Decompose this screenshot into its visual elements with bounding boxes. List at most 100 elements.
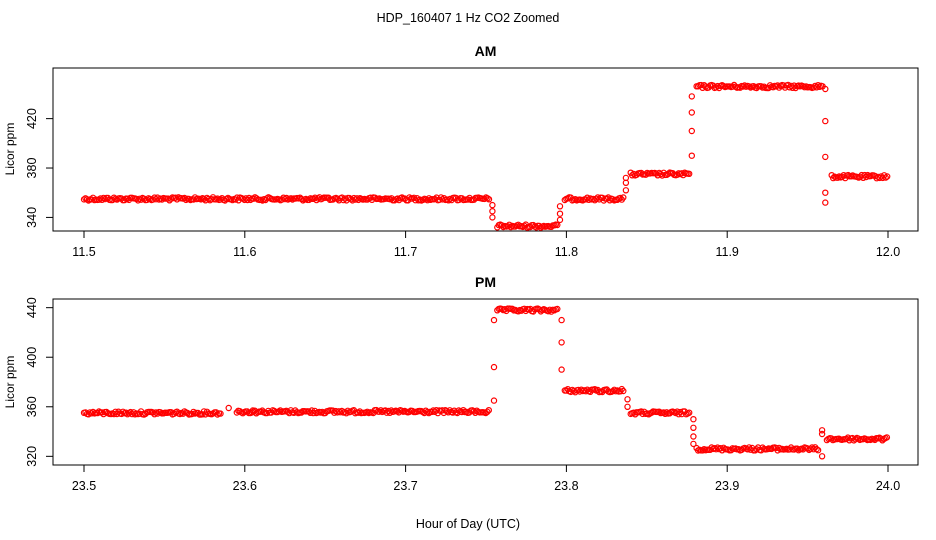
data-point	[489, 201, 496, 209]
data-point	[355, 196, 362, 204]
data-point	[481, 195, 488, 203]
data-point	[624, 396, 631, 403]
data-point	[504, 223, 511, 230]
data-point	[137, 196, 145, 203]
data-point	[624, 403, 631, 410]
data-point	[225, 404, 232, 412]
data-point	[430, 407, 437, 414]
data-point	[287, 195, 295, 202]
data-point	[688, 152, 696, 159]
data-point	[470, 408, 477, 415]
data-point	[558, 366, 565, 373]
data-point	[431, 195, 439, 203]
y-tick-label: 420	[25, 108, 39, 129]
data-point	[822, 117, 829, 125]
data-point	[688, 127, 696, 135]
data-point	[98, 409, 106, 416]
data-point	[490, 397, 498, 404]
data-point	[622, 174, 630, 182]
data-point	[747, 446, 754, 453]
data-point	[217, 410, 224, 417]
data-point	[883, 434, 891, 441]
y-tick-label: 400	[25, 347, 39, 368]
data-point	[822, 85, 829, 93]
data-point	[556, 210, 564, 217]
data-point	[690, 440, 697, 448]
x-tick-label: 24.0	[876, 479, 900, 493]
data-point	[501, 306, 508, 313]
x-tick-label: 11.6	[233, 245, 256, 259]
data-point	[855, 435, 862, 442]
data-point	[617, 194, 624, 202]
data-point	[690, 416, 697, 423]
data-point	[398, 194, 406, 201]
data-point	[122, 409, 130, 416]
data-point	[828, 435, 835, 442]
data-point	[558, 316, 565, 324]
data-point	[121, 196, 128, 204]
data-point	[172, 194, 179, 201]
data-point	[554, 221, 561, 229]
data-point	[884, 173, 891, 180]
data-point	[630, 170, 637, 178]
data-point	[249, 407, 256, 414]
data-point	[822, 189, 829, 196]
data-point	[377, 407, 384, 414]
data-point	[298, 195, 305, 203]
data-point	[572, 195, 579, 203]
data-point	[283, 194, 290, 202]
data-point	[154, 410, 161, 417]
x-tick-label: 23.9	[715, 479, 739, 493]
data-point	[88, 410, 95, 417]
data-point	[490, 316, 498, 324]
data-point	[490, 363, 498, 371]
data-point	[200, 195, 208, 203]
data-point	[344, 407, 351, 414]
data-point	[536, 222, 543, 230]
data-point	[406, 408, 413, 416]
data-point	[814, 447, 822, 454]
data-point	[489, 214, 496, 221]
data-point	[556, 216, 564, 224]
data-point	[94, 409, 101, 417]
data-point	[690, 424, 697, 431]
data-point	[648, 409, 655, 416]
data-point	[143, 196, 151, 204]
data-point	[485, 196, 493, 203]
x-axis-label: Hour of Day (UTC)	[416, 517, 520, 531]
x-tick-label: 23.6	[233, 479, 257, 493]
data-point	[688, 93, 696, 100]
data-point	[233, 409, 240, 416]
data-point	[793, 445, 801, 452]
data-point	[818, 430, 826, 438]
data-point	[699, 447, 706, 454]
plot-frame	[52, 298, 919, 466]
y-tick-label: 340	[25, 207, 39, 228]
x-tick-label: 11.7	[394, 245, 417, 259]
x-tick-label: 23.5	[72, 479, 96, 493]
data-point	[507, 223, 514, 231]
data-point	[425, 409, 432, 417]
data-point	[533, 224, 540, 231]
y-tick-label: 440	[25, 297, 39, 318]
data-point	[83, 196, 91, 203]
y-tick-label: 380	[25, 158, 39, 179]
panel-title: AM	[475, 43, 497, 59]
data-point	[355, 409, 362, 416]
y-axis-label: Licor ppm	[3, 356, 17, 409]
data-point	[319, 408, 326, 416]
data-point	[822, 153, 829, 161]
data-point	[100, 194, 107, 202]
data-point	[353, 195, 361, 202]
data-point	[630, 409, 637, 416]
data-point	[247, 196, 254, 204]
data-point	[876, 174, 883, 182]
data-point	[214, 195, 221, 202]
data-point	[388, 407, 395, 414]
x-tick-label: 11.8	[555, 245, 578, 259]
x-tick-label: 11.5	[72, 245, 95, 259]
data-point	[663, 409, 670, 416]
data-point	[620, 194, 627, 201]
data-point	[686, 170, 693, 177]
